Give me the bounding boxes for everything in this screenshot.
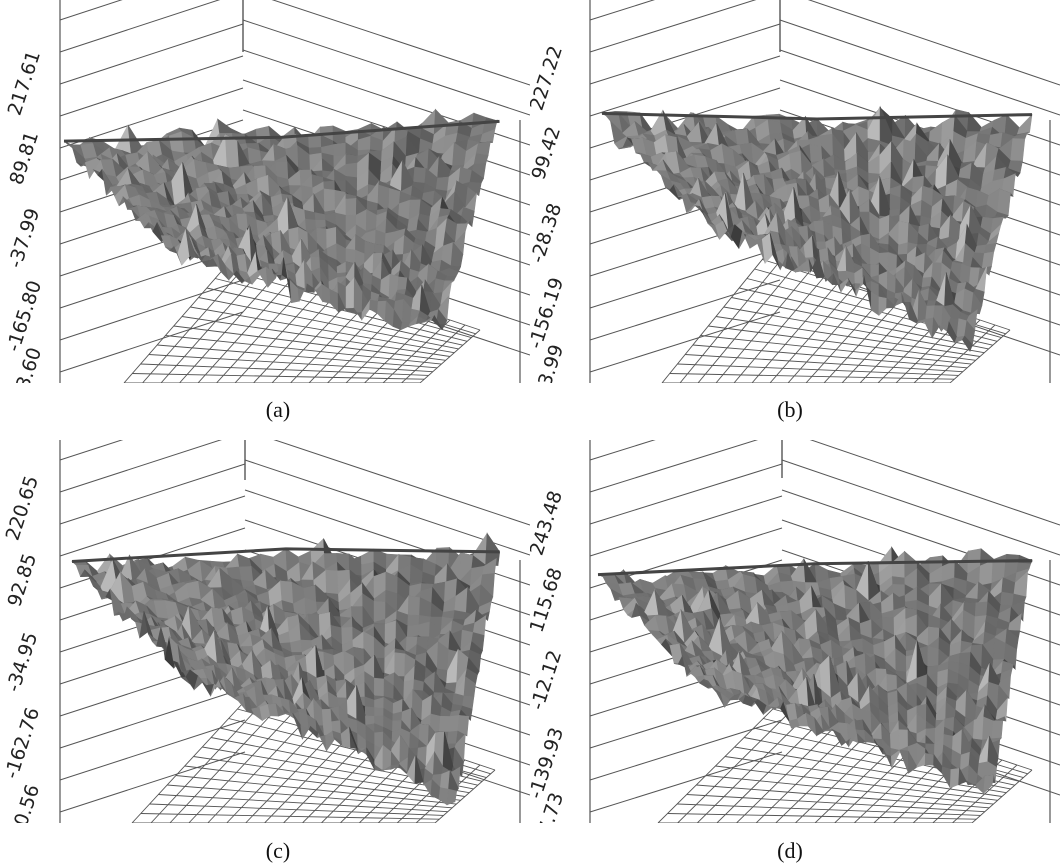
surface-facet	[374, 707, 385, 717]
z-tick-label: -267.73	[524, 790, 568, 867]
surface-facet	[949, 767, 960, 789]
surface-facet	[991, 720, 1004, 740]
z-tick-label: 99.42	[527, 124, 565, 183]
surface-facet	[892, 576, 906, 586]
z-tick-label: 217.61	[4, 48, 45, 118]
surface-facet	[407, 614, 420, 627]
surface-facet	[997, 188, 1011, 216]
z-tick-label: -37.99	[4, 206, 44, 271]
z-tick-label: -165.80	[2, 278, 46, 355]
panel-b-surface	[601, 105, 1033, 352]
z-tick-label: -290.56	[0, 782, 44, 859]
surface-back-rim	[71, 547, 500, 563]
surface-facet	[897, 242, 909, 256]
z-tick-label: 92.85	[3, 551, 41, 610]
surface-facet	[325, 735, 335, 752]
panel-c-caption: (c)	[266, 838, 290, 863]
surface-facet	[927, 645, 940, 669]
surface-back-rim	[597, 559, 1033, 577]
panel-a-surface	[63, 108, 500, 331]
surface-facet	[974, 601, 989, 618]
surface-facet	[325, 569, 339, 595]
surface-facet	[373, 601, 386, 623]
z-tick-label: -162.76	[0, 705, 44, 782]
surface-facet	[1000, 591, 1015, 606]
surface-facet	[369, 299, 379, 314]
surface-facet	[413, 166, 427, 184]
panel-c-z-axis: 220.65 92.85 -34.95 -162.76-290.56	[0, 473, 44, 859]
surface-facet	[374, 677, 385, 697]
surface-facet	[1016, 113, 1033, 135]
surface-facet	[217, 118, 233, 134]
surface-facet	[928, 121, 943, 145]
surface-facet	[982, 716, 994, 741]
surface-facet	[475, 141, 491, 156]
surface-facet	[316, 732, 327, 752]
surface-facet	[1010, 138, 1026, 162]
surface-facet	[239, 566, 254, 582]
z-tick-label: -156.19	[524, 275, 568, 352]
surface-facet	[924, 753, 935, 766]
z-tick-label: -34.95	[2, 630, 42, 695]
surface-facet	[972, 716, 985, 741]
surface-facet	[446, 788, 458, 806]
z-tick-label: 227.22	[526, 43, 567, 113]
surface-facet	[377, 300, 387, 322]
surface-facet	[333, 142, 347, 157]
surface-facet	[431, 315, 443, 330]
z-tick-label: 243.48	[526, 488, 567, 558]
surface-facet	[809, 144, 823, 163]
surface-facet	[323, 188, 336, 213]
surface-facet	[435, 176, 450, 192]
surface-facet	[983, 774, 994, 795]
z-tick-label: -293.60	[2, 345, 46, 422]
surface-facet	[473, 153, 489, 165]
panel-b-caption: (b)	[777, 397, 803, 422]
surface-facet	[224, 553, 240, 569]
surface-facet	[438, 715, 451, 733]
surface-facet	[345, 162, 358, 179]
surface-facet	[962, 335, 973, 352]
z-tick-label: 115.68	[526, 565, 567, 635]
z-tick-label: -12.12	[526, 648, 566, 713]
surface-facet	[814, 563, 830, 583]
z-tick-label: 89.81	[5, 129, 43, 188]
panel-a-z-axis: 217.61 89.81 -37.99 -165.80-293.60	[2, 48, 46, 422]
surface-facet	[394, 652, 406, 677]
z-tick-label: 220.65	[2, 473, 43, 543]
surface-facet	[345, 197, 357, 216]
panel-b: 227.22 99.42 -28.38 -156.19-283.99 (b)	[524, 0, 1060, 422]
panel-a: 217.61 89.81 -37.99 -165.80-293.60 (a)	[2, 0, 530, 422]
surface-facet	[899, 749, 909, 774]
surface-facet	[308, 134, 322, 149]
surface-facet	[407, 595, 421, 616]
surface-back-rim	[63, 119, 500, 143]
surface-facet	[898, 221, 910, 246]
surface-facet	[237, 553, 253, 568]
surface-facet	[364, 706, 375, 717]
z-tick-label: -283.99	[524, 342, 568, 419]
surface-facet	[390, 764, 400, 770]
panel-c-surface	[71, 532, 501, 806]
panel-a-caption: (a)	[266, 397, 290, 422]
panel-c: 220.65 92.85 -34.95 -162.76-290.56 (c)	[0, 440, 530, 863]
panel-d-caption: (d)	[777, 838, 803, 863]
panel-b-z-axis: 227.22 99.42 -28.38 -156.19-283.99	[524, 43, 568, 419]
surface-back-rim	[601, 111, 1033, 121]
z-tick-label: -28.38	[526, 201, 566, 266]
panel-d-surface	[597, 546, 1033, 795]
surface-facet	[444, 275, 457, 282]
